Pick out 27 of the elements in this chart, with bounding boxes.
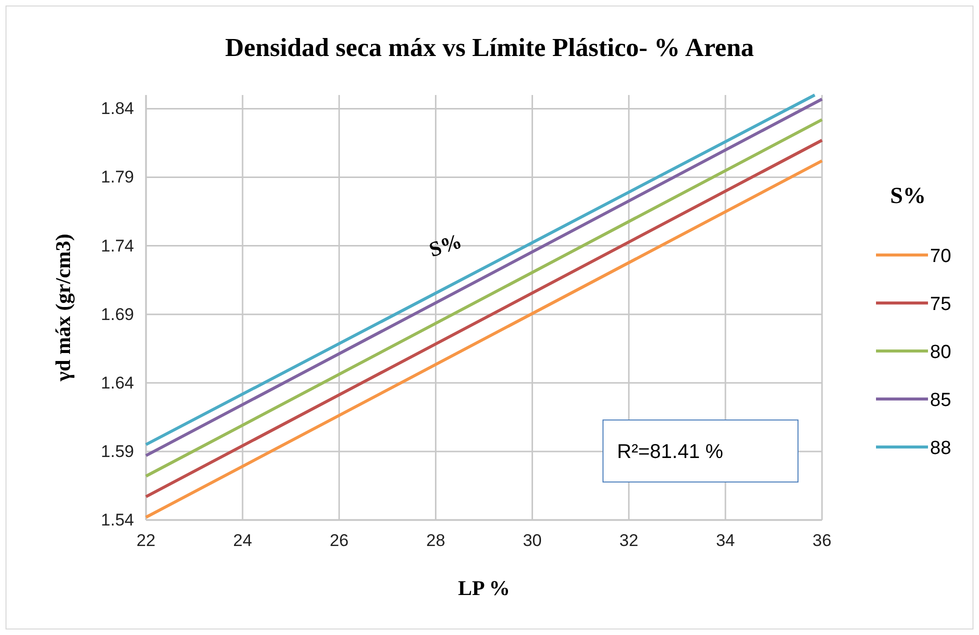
y-axis-title: γd máx (gr/cm3) (51, 234, 75, 382)
legend-label: 70 (930, 246, 952, 267)
x-axis-title: LP % (458, 576, 510, 600)
y-tick-label: 1.84 (100, 99, 134, 118)
x-tick-label: 22 (136, 531, 156, 550)
y-tick-label: 1.79 (100, 168, 134, 187)
annotation: S% (426, 228, 465, 262)
x-tick-label: 24 (233, 531, 252, 550)
x-tick-label: 30 (522, 531, 542, 550)
x-tick-label: 34 (716, 531, 735, 550)
legend-label: 80 (930, 342, 952, 363)
legend-label: 88 (930, 438, 952, 459)
y-tick-label: 1.64 (100, 373, 134, 392)
legend-label: 85 (930, 390, 952, 411)
x-tick-label: 32 (619, 531, 638, 550)
x-tick-label: 28 (426, 531, 446, 550)
x-tick-label: 26 (330, 531, 349, 550)
y-tick-label: 1.74 (100, 236, 134, 256)
legend-title: S% (890, 183, 926, 208)
y-tick-label: 1.69 (100, 304, 134, 324)
y-tick-label: 1.59 (100, 442, 134, 461)
annotation: R²=81.41 % (617, 441, 724, 463)
x-tick-label: 36 (812, 531, 832, 550)
text-box: R²=81.41 % (602, 420, 798, 482)
legend-label: 75 (930, 294, 952, 315)
chart-title: Densidad seca máx vs Límite Plástico- % Arena (225, 33, 754, 62)
y-tick-label: 1.54 (100, 510, 134, 530)
